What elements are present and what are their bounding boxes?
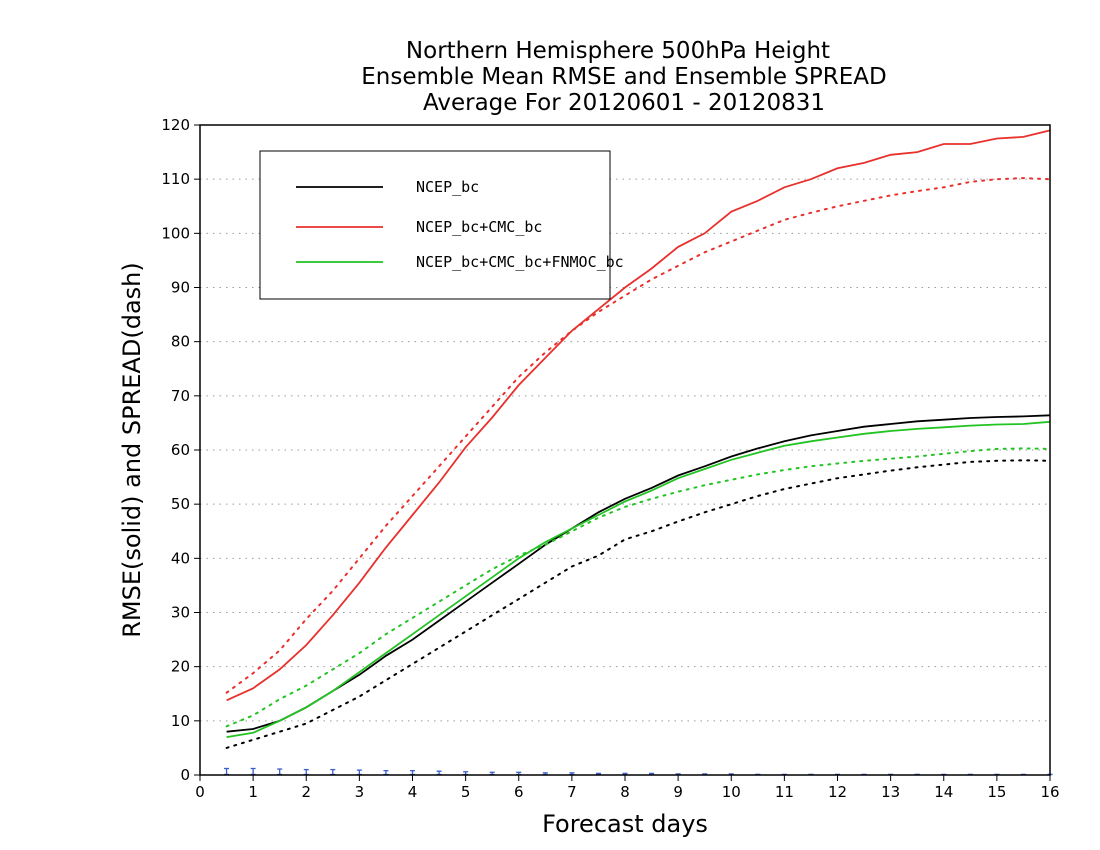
y-tick-label: 50 — [171, 495, 190, 513]
y-tick-label: 60 — [171, 441, 190, 459]
y-tick-label: 20 — [171, 658, 190, 676]
series-0-spread-line — [225, 459, 1051, 749]
title-line-1: Northern Hemisphere 500hPa Height — [406, 38, 830, 64]
legend-label-ncep-bc: NCEP_bc — [416, 178, 479, 196]
y-tick-label: 70 — [171, 387, 190, 405]
series-2-rmse-line — [226, 420, 1051, 738]
y-tick-label: 110 — [161, 170, 190, 188]
difference-markers — [224, 767, 1053, 776]
legend-label-ncep-cmc: NCEP_bc+CMC_bc — [416, 218, 542, 236]
y-axis-ticks: 0 10 20 30 40 50 60 70 80 90 100 110 120 — [161, 116, 200, 784]
x-axis-ticks: 0 1 2 3 4 5 6 7 8 9 10 11 12 13 14 15 16 — [195, 775, 1060, 801]
x-tick-label: 0 — [195, 783, 205, 801]
y-tick-label: 120 — [161, 116, 190, 134]
legend-label-ncep-cmc-fnmoc: NCEP_bc+CMC_bc+FNMOC_bc — [416, 253, 624, 271]
series-0-rmse-line — [226, 414, 1051, 733]
chart-title: Northern Hemisphere 500hPa Height Ensemb… — [361, 38, 886, 116]
x-tick-label: 9 — [673, 783, 683, 801]
x-axis-label: Forecast days — [542, 810, 708, 838]
x-tick-label: 3 — [355, 783, 365, 801]
x-tick-label: 14 — [934, 783, 953, 801]
y-tick-label: 10 — [171, 712, 190, 730]
x-tick-label: 1 — [248, 783, 258, 801]
series-1-rmse-line — [226, 129, 1051, 702]
x-tick-label: 15 — [987, 783, 1006, 801]
difference-marker — [224, 767, 230, 776]
title-line-2: Ensemble Mean RMSE and Ensemble SPREAD — [361, 64, 886, 90]
difference-marker — [277, 768, 283, 776]
series-layer — [225, 129, 1051, 749]
x-tick-label: 8 — [620, 783, 630, 801]
title-line-3: Average For 20120601 - 20120831 — [423, 90, 825, 116]
x-tick-label: 16 — [1040, 783, 1059, 801]
y-axis-label: RMSE(solid) and SPREAD(dash) — [118, 262, 146, 638]
difference-marker — [303, 768, 309, 776]
x-tick-label: 2 — [301, 783, 311, 801]
y-tick-label: 40 — [171, 549, 190, 567]
y-tick-label: 90 — [171, 279, 190, 297]
x-tick-label: 6 — [514, 783, 524, 801]
x-tick-label: 7 — [567, 783, 577, 801]
x-tick-label: 5 — [461, 783, 471, 801]
y-tick-label: 100 — [161, 224, 190, 242]
x-tick-label: 12 — [828, 783, 847, 801]
legend: NCEP_bc NCEP_bc+CMC_bc NCEP_bc+CMC_bc+FN… — [259, 150, 624, 300]
series-2-spread-line — [225, 447, 1051, 728]
y-tick-label: 0 — [180, 766, 190, 784]
x-tick-label: 4 — [408, 783, 418, 801]
x-tick-label: 13 — [881, 783, 900, 801]
y-tick-label: 30 — [171, 604, 190, 622]
difference-marker — [330, 768, 336, 776]
x-tick-label: 11 — [775, 783, 794, 801]
series-1-spread-line — [225, 177, 1051, 694]
difference-marker — [250, 767, 256, 776]
legend-box — [259, 150, 611, 300]
x-tick-label: 10 — [722, 783, 741, 801]
y-tick-label: 80 — [171, 333, 190, 351]
